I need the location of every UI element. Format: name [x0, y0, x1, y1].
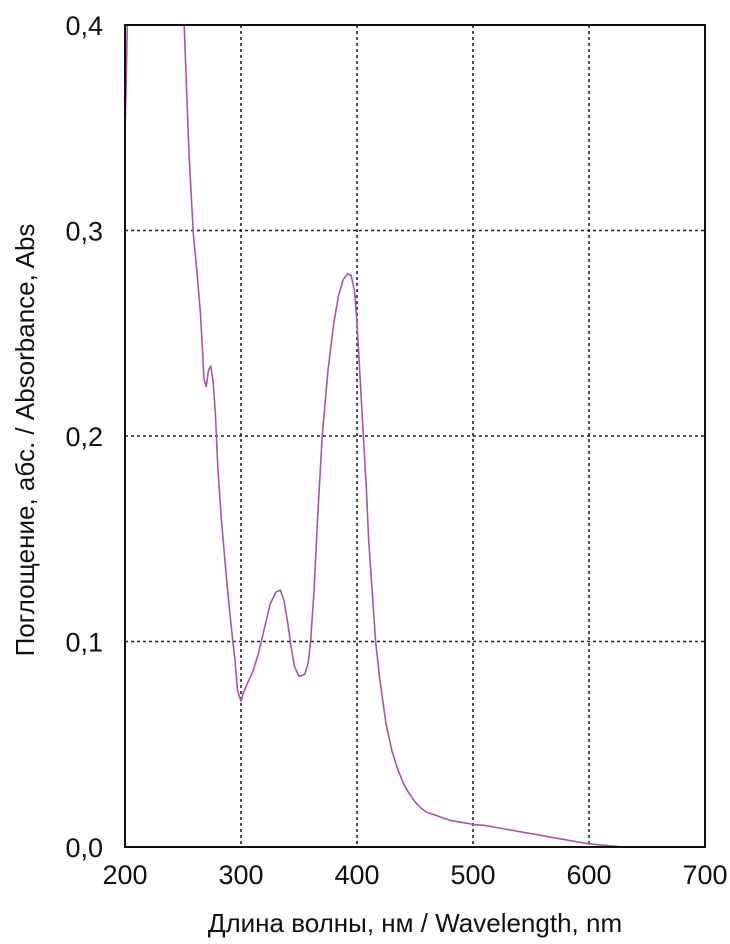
x-tick-label: 300 [218, 860, 263, 890]
x-tick-label: 700 [682, 860, 727, 890]
x-tick-label: 500 [450, 860, 495, 890]
x-tick-labels: 200 300 400 500 600 700 [102, 860, 727, 890]
absorbance-series-line [124, 24, 624, 848]
y-axis-title: Поглощение, абс. / Absorbance, Abs [10, 224, 40, 657]
y-tick-labels: 0,0 0,1 0,2 0,3 0,4 [65, 11, 103, 863]
series-group [124, 24, 624, 848]
x-tick-label: 600 [566, 860, 611, 890]
y-tick-label: 0,3 [65, 217, 103, 247]
x-tick-label: 200 [102, 860, 147, 890]
x-axis-title: Длина волны, нм / Wavelength, nm [208, 908, 622, 938]
grid [125, 25, 705, 847]
x-tick-label: 400 [334, 860, 379, 890]
plot-frame [124, 24, 706, 848]
y-tick-label: 0,1 [65, 628, 103, 658]
y-tick-label: 0,0 [65, 833, 103, 863]
y-tick-label: 0,4 [65, 11, 103, 41]
y-tick-label: 0,2 [65, 422, 103, 452]
